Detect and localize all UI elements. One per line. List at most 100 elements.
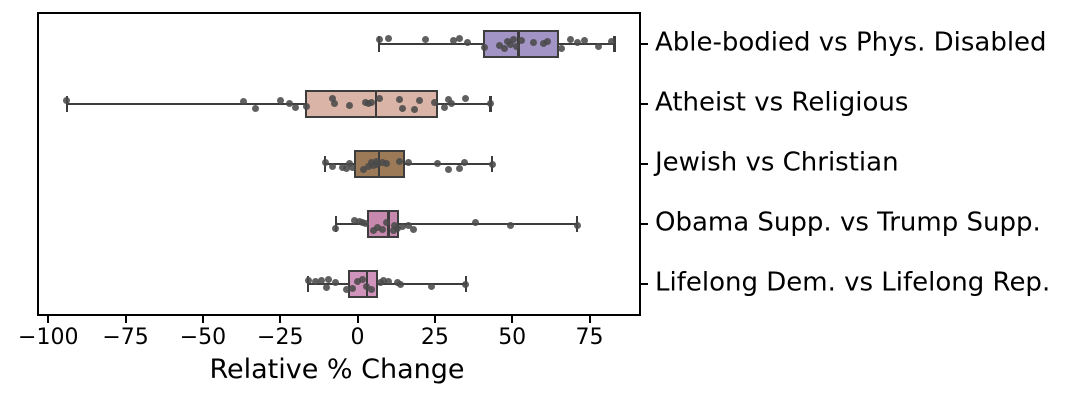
data-point: [324, 275, 332, 283]
data-point: [63, 96, 71, 104]
data-point: [431, 98, 439, 106]
category-label: Able-bodied vs Phys. Disabled: [655, 27, 1047, 58]
x-tick-label: 25: [420, 325, 449, 350]
data-point: [463, 38, 471, 46]
data-point: [346, 101, 354, 109]
data-point: [343, 164, 351, 172]
data-point: [422, 35, 430, 43]
data-point: [332, 278, 340, 286]
data-point: [363, 282, 371, 290]
x-tick-mark: [433, 316, 436, 323]
data-point: [573, 38, 581, 46]
plot-area: [37, 12, 641, 316]
data-point: [434, 159, 442, 167]
data-point: [567, 35, 575, 43]
x-tick-label: −50: [179, 325, 227, 350]
data-point: [462, 280, 470, 288]
data-point: [329, 162, 337, 170]
data-point: [286, 99, 293, 107]
data-point: [304, 276, 312, 284]
data-point: [251, 104, 259, 112]
x-tick-label: −100: [18, 325, 79, 350]
data-point: [411, 105, 419, 113]
data-point: [510, 35, 518, 43]
y-tick-mark: [641, 43, 648, 45]
category-label: Jewish vs Christian: [655, 147, 899, 178]
data-point: [409, 225, 417, 233]
data-point: [375, 35, 383, 43]
x-tick-label: −75: [102, 325, 149, 350]
data-point: [369, 161, 377, 169]
whisker-line: [66, 102, 491, 106]
data-point: [449, 36, 457, 44]
data-point: [456, 164, 464, 172]
data-point: [367, 285, 375, 293]
data-point: [398, 104, 406, 112]
data-point: [369, 226, 377, 234]
data-point: [378, 158, 386, 166]
data-point: [445, 165, 453, 173]
data-point: [384, 277, 392, 285]
data-point: [544, 37, 552, 45]
y-tick-mark: [641, 283, 648, 285]
x-tick-mark: [356, 316, 359, 323]
data-point: [364, 162, 372, 170]
data-point: [349, 163, 357, 171]
x-tick-label: −25: [257, 325, 304, 350]
y-tick-mark: [641, 103, 648, 105]
data-point: [378, 225, 386, 233]
data-point: [398, 222, 406, 230]
data-point: [448, 99, 456, 107]
category-label: Obama Supp. vs Trump Supp.: [655, 207, 1041, 238]
data-point: [539, 39, 547, 47]
data-point: [380, 276, 388, 284]
data-point: [480, 43, 488, 51]
median-line: [374, 90, 378, 118]
whisker-line: [335, 222, 578, 226]
data-point: [573, 221, 581, 229]
data-point: [405, 221, 413, 229]
whisker-cap: [377, 36, 381, 52]
data-point: [496, 41, 504, 49]
x-tick-mark: [124, 316, 127, 323]
data-point: [346, 159, 354, 167]
data-point: [332, 224, 340, 232]
x-tick-mark: [588, 316, 591, 323]
data-point: [292, 103, 300, 111]
data-point: [471, 218, 479, 226]
whisker-cap: [613, 36, 616, 52]
data-point: [276, 96, 284, 104]
data-point: [303, 102, 311, 110]
category-label: Lifelong Dem. vs Lifelong Rep.: [655, 267, 1051, 298]
data-point: [487, 99, 495, 107]
data-point: [389, 226, 397, 234]
x-tick-label: 50: [498, 325, 527, 350]
data-point: [350, 216, 358, 224]
data-point: [354, 277, 362, 285]
data-point: [374, 223, 382, 231]
y-tick-mark: [641, 223, 648, 225]
data-point: [397, 280, 405, 288]
data-point: [607, 37, 615, 45]
data-point: [239, 97, 247, 105]
data-point: [395, 157, 403, 165]
data-point: [456, 34, 464, 42]
data-point: [517, 36, 525, 44]
data-point: [507, 40, 515, 48]
whisker-cap: [334, 216, 338, 232]
y-tick-mark: [641, 163, 648, 165]
data-point: [488, 160, 496, 168]
data-point: [318, 276, 326, 284]
data-point: [440, 103, 448, 111]
data-point: [329, 94, 337, 102]
data-point: [595, 42, 603, 50]
x-tick-mark: [47, 316, 50, 323]
data-point: [513, 42, 521, 50]
data-point: [343, 285, 351, 293]
data-point: [321, 158, 329, 166]
data-point: [358, 275, 366, 283]
data-point: [395, 95, 403, 103]
data-point: [374, 160, 382, 168]
data-point: [507, 221, 515, 229]
